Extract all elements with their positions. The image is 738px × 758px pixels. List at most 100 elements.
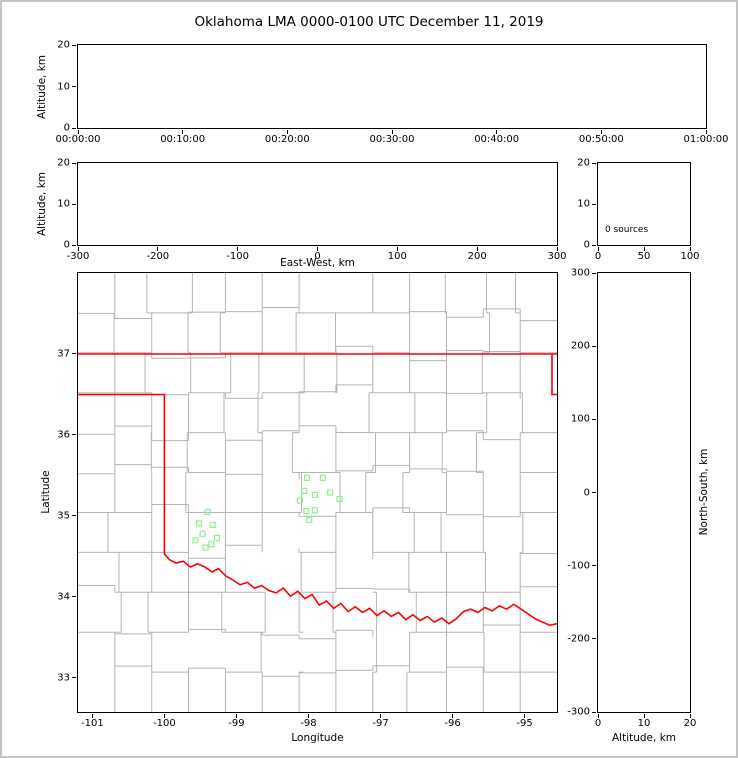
map-y-axis-label: Latitude [40,470,52,514]
north-south-y-axis-label: North-South, km [698,448,710,536]
x-tick-mark [396,247,398,251]
x-tick-mark [643,247,645,251]
time-height-y-axis-label: Altitude, km [36,54,48,120]
east-west-height-plot[interactable]: -300 -200 -100 0 100 200 300 20 10 0 [57,158,566,263]
x-tick-label: 00:00:00 [55,134,101,145]
lma-station-marker [311,507,319,514]
x-tick-label: 0 [314,251,321,262]
oklahoma-county-map [78,273,557,712]
x-tick-label: -100 [153,718,176,729]
y-tick-mark [592,711,596,713]
y-tick-label: 10 [577,198,590,210]
y-tick-mark [592,244,596,246]
lma-station-marker [192,537,199,544]
altitude-x-axis-label: Altitude, km [611,732,676,744]
x-tick-mark [237,247,239,251]
y-tick-mark [592,345,596,347]
x-tick-label: 0 [594,718,602,729]
y-tick-mark [592,272,596,274]
oklahoma-state-border [78,393,557,627]
x-tick-label: 300 [547,251,567,262]
x-tick-label: -95 [516,718,533,729]
y-tick-mark [592,492,596,493]
x-tick-label: -97 [372,718,389,729]
y-tick-label: 35 [57,510,70,522]
y-tick-mark [72,244,76,246]
x-tick-mark [307,714,309,718]
y-tick-label: 0 [583,487,590,498]
east-west-x-axis-label: East-West, km [280,257,355,269]
y-tick-mark [592,565,596,567]
y-tick-mark [72,596,76,598]
source-count-annotation: 0 sources [605,225,649,235]
x-tick-label: -96 [444,718,461,729]
y-tick-mark [592,638,596,640]
lma-station-marker [204,508,211,515]
x-tick-mark [91,714,93,718]
north-south-height-plot[interactable]: 0 10 20 300 200 100 0 -100 -200 -300 [567,268,696,730]
x-tick-mark [689,247,691,251]
lma-station-marker [209,521,216,528]
x-tick-label: 00:30:00 [369,134,415,145]
y-tick-label: -100 [567,560,590,572]
x-tick-mark [317,247,318,251]
y-tick-label: 36 [57,429,70,441]
lma-station-marker [208,541,215,548]
y-tick-label: 20 [57,39,70,51]
x-tick-label: 00:20:00 [264,134,310,145]
x-tick-mark [286,130,288,134]
x-tick-mark [689,714,691,718]
x-tick-label: 00:10:00 [160,134,206,145]
x-tick-label: -99 [228,718,245,729]
x-tick-mark [77,130,79,134]
x-tick-label: 00:40:00 [474,134,520,145]
lma-station-marker [199,530,206,537]
x-tick-mark [157,247,159,251]
y-tick-label: 33 [57,672,70,684]
y-tick-mark [72,86,76,87]
x-tick-label: -200 [146,251,170,262]
y-tick-label: -300 [567,706,590,718]
x-tick-label: 200 [467,251,487,262]
y-tick-mark [592,203,596,205]
lma-station-marker [311,491,319,498]
x-tick-label: 0 [594,251,602,262]
plan-view-map-plot[interactable]: -101 -100 -99 -98 -97 -96 -95 37 36 35 34 33 [57,272,558,729]
y-tick-mark [592,162,596,164]
x-tick-mark [452,714,454,718]
y-tick-mark [72,677,76,679]
lma-station-marker [304,474,311,481]
y-tick-mark [72,434,76,436]
x-tick-mark [391,130,393,134]
y-tick-label: 20 [577,157,590,169]
county-boundaries [78,273,557,712]
y-tick-label: 0 [583,239,590,251]
y-tick-label: 300 [570,267,590,279]
lma-station-marker [306,516,313,524]
figure-title: Oklahoma LMA 0000-0100 UTC December 11, … [194,14,544,30]
x-tick-mark [380,714,382,718]
y-tick-label: 10 [57,81,70,92]
x-tick-mark [643,714,645,718]
y-tick-mark [72,515,76,517]
east-west-y-axis-label: Altitude, km [36,171,48,237]
x-tick-label: -300 [66,251,90,262]
lma-station-marker [202,544,209,551]
map-x-axis-label: Longitude [291,732,344,744]
x-tick-label: 50 [637,251,651,262]
x-tick-label: 00:50:00 [578,134,624,145]
x-tick-mark [597,247,599,251]
lma-station-marker [213,534,221,541]
x-tick-label: 01:00:00 [683,134,729,145]
y-tick-mark [72,162,76,164]
x-tick-label: 100 [680,251,700,262]
time-height-plot[interactable]: 00:00:00 00:10:00 00:20:00 00:30:00 00:40:00… [56,40,729,146]
lma-station-marker [195,520,203,527]
x-tick-label: 100 [387,251,407,262]
lma-station-marker [296,497,303,504]
y-tick-label: 0 [63,122,70,134]
y-tick-label: 200 [570,340,590,352]
x-tick-label: 20 [683,718,697,729]
source-histogram-plot[interactable]: 0 sources 0 50 100 20 10 0 [577,158,699,263]
